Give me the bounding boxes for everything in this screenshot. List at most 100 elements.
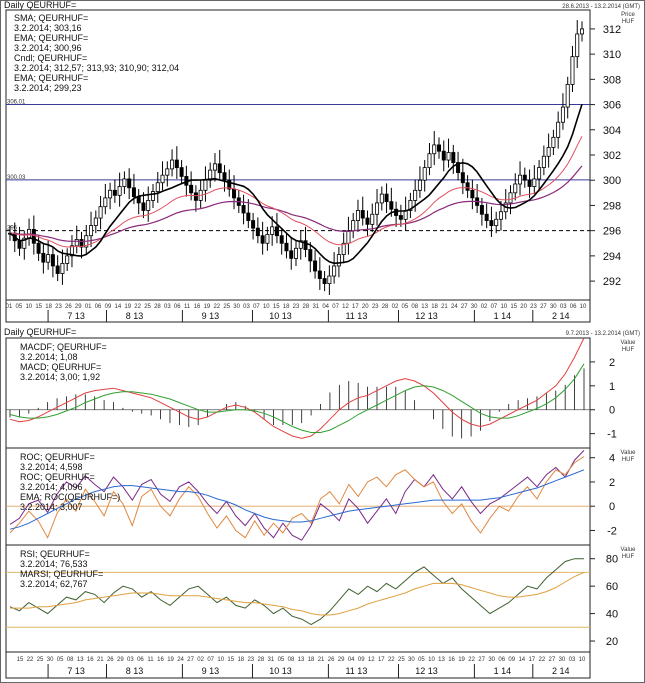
bottom-xaxis-day: 15 <box>227 657 234 663</box>
price-xaxis-day: 25 <box>223 304 230 310</box>
candle-body <box>251 220 256 229</box>
candle-body <box>208 169 213 181</box>
bottom-xaxis-day: 18 <box>237 657 244 663</box>
price-xaxis-month: 2 14 <box>552 311 570 321</box>
candle-body <box>41 252 46 263</box>
price-ytick-label: 292 <box>603 276 621 288</box>
price-xaxis-day: 02 <box>481 304 488 310</box>
price-xaxis-day: 30 <box>471 304 478 310</box>
bottom-xaxis-day: 13 <box>438 657 445 663</box>
bottom-xaxis-month: 11 13 <box>345 666 367 676</box>
rsi-series-1 <box>9 558 584 626</box>
price-xaxis-day: 13 <box>421 304 428 310</box>
candle-body <box>446 152 451 161</box>
candle-body <box>232 188 237 199</box>
price-xaxis-day: 28 <box>303 304 310 310</box>
candle-body <box>332 265 337 277</box>
candle-body <box>479 205 484 215</box>
roc-legend-line: ROC; QEURHUF= <box>20 452 95 462</box>
bottom-xaxis-day: 31 <box>268 657 275 663</box>
candle-body <box>146 199 151 211</box>
rsi-legend-line: RSI; QEURHUF= <box>20 549 90 559</box>
price-legend-line: EMA; QEURHUF= <box>14 33 88 43</box>
candle-body <box>112 189 117 196</box>
bottom-xaxis-day: 17 <box>378 657 385 663</box>
price-xaxis-month: 8 13 <box>126 311 144 321</box>
price-xaxis-day: 20 <box>520 304 527 310</box>
bottom-xaxis-day: 29 <box>338 657 345 663</box>
price-xaxis-day: 28 <box>154 304 161 310</box>
price-xaxis-day: 19 <box>204 304 211 310</box>
macd-ytick-label: -1 <box>607 429 617 441</box>
price-xaxis-day: 29 <box>75 304 82 310</box>
price-xaxis-day: 07 <box>332 304 339 310</box>
candle-body <box>570 56 575 85</box>
price-xaxis-day: 09 <box>105 304 112 310</box>
price-legend-line: SMA; QEURHUF= <box>14 13 88 23</box>
rsi-unit-currency: HUF <box>622 554 635 560</box>
candle-body <box>498 211 503 220</box>
price-xaxis-day: 31 <box>312 304 319 310</box>
candle-body <box>293 247 298 259</box>
candle-body <box>298 240 303 249</box>
bottom-xaxis-day: 29 <box>117 657 124 663</box>
rsi-series-2 <box>10 571 585 616</box>
candle-body <box>155 182 160 192</box>
macd-ytick-label: 1 <box>609 381 615 393</box>
price-xaxis-day: 30 <box>550 304 557 310</box>
candle-body <box>65 255 70 264</box>
bottom-xaxis-month: 10 13 <box>269 666 292 676</box>
candle-body <box>270 226 275 235</box>
roc-unit-value: Value <box>621 450 637 456</box>
roc-series-2 <box>9 456 585 539</box>
candle-body <box>537 167 542 180</box>
candle-body <box>55 265 60 274</box>
bottom-xaxis-day: 14 <box>518 657 525 663</box>
price-xaxis-month: 11 13 <box>345 311 367 321</box>
candle-body <box>403 210 408 220</box>
price-xaxis-day: 18 <box>283 304 290 310</box>
rsi-ytick-label: 60 <box>606 581 618 593</box>
bottom-xaxis-day: 03 <box>569 657 576 663</box>
candle-body <box>575 33 580 58</box>
price-ytick-label: 300 <box>603 175 621 187</box>
candle-body <box>241 205 246 214</box>
bottom-xaxis-day: 24 <box>177 657 184 663</box>
price-xaxis-day: 23 <box>293 304 300 310</box>
price-xaxis-day: 20 <box>362 304 369 310</box>
bottom-xaxis-day: 07 <box>207 657 214 663</box>
candle-body <box>518 174 523 185</box>
candle-body <box>508 192 513 204</box>
rsi-legend-line: 3.2.2014; 62,767 <box>20 579 88 589</box>
price-xaxis-day: 04 <box>322 304 329 310</box>
bottom-xaxis-day: 02 <box>197 657 204 663</box>
candle-body <box>460 172 465 184</box>
candle-body <box>436 144 441 152</box>
price-header-title: Daily QEURHUF= <box>4 0 76 10</box>
price-xaxis-day: 17 <box>352 304 359 310</box>
bottom-xaxis-day: 19 <box>167 657 174 663</box>
candle-body <box>141 202 146 211</box>
candle-body <box>580 28 585 35</box>
candle-body <box>465 182 470 191</box>
roc-unit-currency: HUF <box>622 457 635 463</box>
price-xaxis-day: 24 <box>451 304 458 310</box>
candle-body <box>389 201 394 210</box>
candle-body <box>265 234 270 244</box>
candle-body <box>417 179 422 191</box>
bottom-xaxis-day: 12 <box>368 657 375 663</box>
price-xaxis-day: 21 <box>441 304 448 310</box>
price-xaxis-day: 15 <box>273 304 280 310</box>
price-xaxis-day: 30 <box>233 304 240 310</box>
candle-body <box>527 179 532 187</box>
price-xaxis-day: 23 <box>372 304 379 310</box>
bottom-xaxis-day: 05 <box>57 657 64 663</box>
price-xaxis-day: 15 <box>510 304 517 310</box>
price-unit-value: Price <box>621 12 635 18</box>
macd-legend-line: 3.2.2014; 1,08 <box>20 352 78 362</box>
price-xaxis-day: 12 <box>342 304 349 310</box>
candle-body <box>150 191 155 201</box>
price-xaxis-month: 1 14 <box>494 311 512 321</box>
